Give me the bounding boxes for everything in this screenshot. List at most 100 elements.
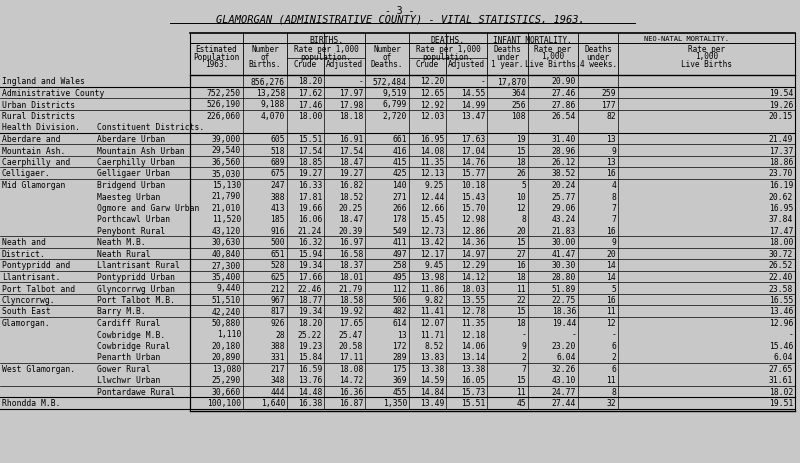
Text: 500: 500 <box>270 238 285 247</box>
Text: Deaths: Deaths <box>494 45 522 54</box>
Text: 39,000: 39,000 <box>212 135 241 144</box>
Text: 17.11: 17.11 <box>338 353 363 362</box>
Text: 752,250: 752,250 <box>207 89 241 98</box>
Text: 27,300: 27,300 <box>212 261 241 270</box>
Text: 1,110: 1,110 <box>217 330 241 339</box>
Text: under: under <box>586 52 610 62</box>
Text: 17.62: 17.62 <box>298 89 322 98</box>
Text: 12.13: 12.13 <box>420 169 444 178</box>
Text: 13.55: 13.55 <box>461 295 485 304</box>
Text: 20.90: 20.90 <box>552 77 576 86</box>
Text: 289: 289 <box>392 353 407 362</box>
Text: Births.: Births. <box>249 60 281 69</box>
Text: -: - <box>480 77 485 86</box>
Text: 13.47: 13.47 <box>461 112 485 121</box>
Text: 16: 16 <box>516 261 526 270</box>
Text: 817: 817 <box>270 307 285 316</box>
Text: Mountain Ash.: Mountain Ash. <box>2 146 66 155</box>
Text: 258: 258 <box>392 261 407 270</box>
Text: 16.95: 16.95 <box>769 204 793 213</box>
Text: 12.98: 12.98 <box>461 215 485 224</box>
Text: 16.33: 16.33 <box>298 181 322 189</box>
Text: 13,080: 13,080 <box>212 364 241 373</box>
Text: Administrative County: Administrative County <box>2 89 104 98</box>
Text: 13.46: 13.46 <box>769 307 793 316</box>
Text: 11.71: 11.71 <box>420 330 444 339</box>
Text: 572,484: 572,484 <box>373 77 407 86</box>
Text: 26.52: 26.52 <box>769 261 793 270</box>
Text: 45: 45 <box>516 399 526 407</box>
Text: 24.77: 24.77 <box>552 387 576 396</box>
Text: 16.38: 16.38 <box>298 399 322 407</box>
Text: 13.42: 13.42 <box>420 238 444 247</box>
Text: 16.97: 16.97 <box>338 238 363 247</box>
Text: of: of <box>260 52 270 62</box>
Text: 20.15: 20.15 <box>769 112 793 121</box>
Text: 13: 13 <box>606 158 616 167</box>
Text: 10.18: 10.18 <box>461 181 485 189</box>
Text: 21.24: 21.24 <box>298 226 322 236</box>
Text: 25.22: 25.22 <box>298 330 322 339</box>
Text: 19.23: 19.23 <box>298 341 322 350</box>
Text: 17.63: 17.63 <box>461 135 485 144</box>
Text: Port Talbot and: Port Talbot and <box>2 284 75 293</box>
Text: Celligaer.: Celligaer. <box>2 169 50 178</box>
Text: Bridgend Urban: Bridgend Urban <box>97 181 166 189</box>
Text: 16.87: 16.87 <box>338 399 363 407</box>
Text: 22.46: 22.46 <box>298 284 322 293</box>
Text: 369: 369 <box>392 375 407 385</box>
Text: 15.51: 15.51 <box>298 135 322 144</box>
Text: 41.47: 41.47 <box>552 250 576 258</box>
Text: 25,290: 25,290 <box>212 375 241 385</box>
Text: 20.25: 20.25 <box>338 204 363 213</box>
Text: Neath M.B.: Neath M.B. <box>97 238 146 247</box>
Text: 22.75: 22.75 <box>552 295 576 304</box>
Text: 14.99: 14.99 <box>461 100 485 109</box>
Text: 16.91: 16.91 <box>338 135 363 144</box>
Text: 18.37: 18.37 <box>338 261 363 270</box>
Text: 16.82: 16.82 <box>338 181 363 189</box>
Text: 22.40: 22.40 <box>769 272 793 282</box>
Text: 15.51: 15.51 <box>461 399 485 407</box>
Text: 18: 18 <box>516 319 526 327</box>
Text: 13.98: 13.98 <box>420 272 444 282</box>
Text: 2: 2 <box>611 353 616 362</box>
Text: 28: 28 <box>275 330 285 339</box>
Text: 13.38: 13.38 <box>461 364 485 373</box>
Text: 13: 13 <box>398 330 407 339</box>
Text: 20: 20 <box>516 226 526 236</box>
Text: 18.00: 18.00 <box>298 112 322 121</box>
Text: 21.79: 21.79 <box>338 284 363 293</box>
Text: Crude: Crude <box>416 60 439 69</box>
Text: Penarth Urban: Penarth Urban <box>97 353 160 362</box>
Text: 15: 15 <box>516 146 526 155</box>
Text: 18: 18 <box>516 158 526 167</box>
Text: 20.39: 20.39 <box>338 226 363 236</box>
Text: 217: 217 <box>270 364 285 373</box>
Text: 388: 388 <box>270 192 285 201</box>
Text: 247: 247 <box>270 181 285 189</box>
Text: 19.27: 19.27 <box>298 169 322 178</box>
Text: 17.65: 17.65 <box>338 319 363 327</box>
Text: 16.55: 16.55 <box>769 295 793 304</box>
Text: population.: population. <box>301 52 351 62</box>
Text: 12.73: 12.73 <box>420 226 444 236</box>
Text: Caerphilly and: Caerphilly and <box>2 158 70 167</box>
Text: 482: 482 <box>392 307 407 316</box>
Text: 12.66: 12.66 <box>420 204 444 213</box>
Text: 15: 15 <box>516 238 526 247</box>
Text: 7: 7 <box>611 204 616 213</box>
Text: 18.00: 18.00 <box>769 238 793 247</box>
Text: 15,130: 15,130 <box>212 181 241 189</box>
Text: Deaths: Deaths <box>584 45 612 54</box>
Text: 271: 271 <box>392 192 407 201</box>
Text: 16.32: 16.32 <box>298 238 322 247</box>
Text: 27.65: 27.65 <box>769 364 793 373</box>
Text: 18.20: 18.20 <box>298 319 322 327</box>
Text: 675: 675 <box>270 169 285 178</box>
Text: 19.44: 19.44 <box>552 319 576 327</box>
Text: 140: 140 <box>392 181 407 189</box>
Text: of: of <box>382 52 392 62</box>
Text: 259: 259 <box>602 89 616 98</box>
Text: 43.24: 43.24 <box>552 215 576 224</box>
